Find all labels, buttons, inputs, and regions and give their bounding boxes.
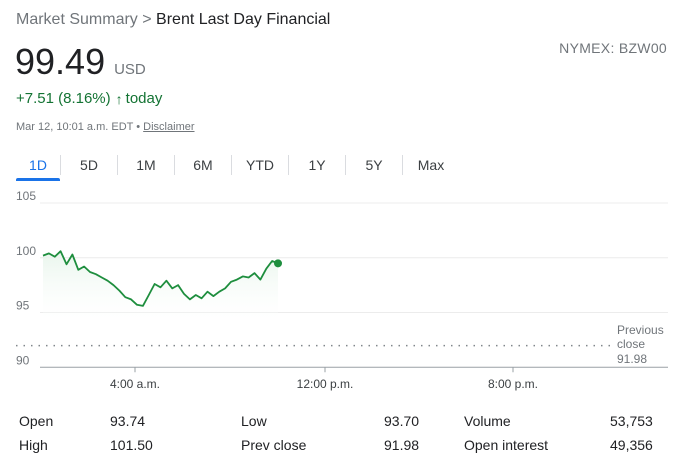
tab-divider: [174, 155, 175, 175]
tab-5y[interactable]: 5Y: [346, 150, 402, 180]
current-price: 99.49: [15, 41, 106, 82]
stat-value-prev-close: 91.98: [384, 437, 420, 453]
tab-max[interactable]: Max: [403, 150, 459, 180]
tab-label: 1Y: [308, 157, 326, 173]
price-row: 99.49 USD: [15, 40, 146, 84]
stat-value-volume: 53,753: [610, 413, 653, 429]
disclaimer-link[interactable]: Disclaimer: [143, 121, 195, 133]
tab-label: 6M: [193, 157, 213, 173]
tab-divider: [231, 155, 232, 175]
stat-label-prev-close: Prev close: [241, 437, 307, 453]
y-tick-label: 100: [16, 244, 36, 258]
stat-value-open: 93.74: [110, 413, 146, 429]
price-line: [42, 250, 279, 307]
price-change: +7.51 (8.16%) ↑ today: [16, 90, 162, 107]
price-chart[interactable]: 105 100 95 90 4:00 a.m. 12:00 p.m. 8:00 p.m. Pr…: [0, 188, 691, 398]
tab-1d[interactable]: 1D: [16, 150, 60, 181]
stat-label-open: Open: [19, 413, 54, 429]
tab-label: 1M: [136, 157, 156, 173]
tab-1m[interactable]: 1M: [118, 150, 174, 180]
y-tick-label: 105: [16, 189, 36, 203]
previous-close-label: close: [617, 337, 645, 351]
current-price-dot: [274, 259, 282, 268]
breadcrumb-current: Brent Last Day Financial: [156, 11, 331, 28]
breadcrumb-separator: >: [142, 11, 152, 28]
change-value: +7.51 (8.16%): [16, 90, 111, 107]
tab-label: Max: [417, 157, 445, 173]
breadcrumb-parent-link[interactable]: Market Summary: [16, 11, 138, 28]
currency-label: USD: [114, 61, 146, 78]
stat-value-low: 93.70: [384, 413, 420, 429]
change-period: today: [125, 90, 163, 107]
tab-divider: [60, 155, 61, 175]
tab-1y[interactable]: 1Y: [289, 150, 345, 180]
tab-divider: [117, 155, 118, 175]
tab-ytd[interactable]: YTD: [232, 150, 288, 180]
range-tabs: 1D 5D 1M 6M YTD 1Y 5Y Max: [16, 150, 459, 181]
price-area-fill: [43, 251, 278, 321]
arrow-up-icon: ↑: [115, 90, 123, 107]
x-tick-label: 4:00 a.m.: [110, 377, 160, 391]
tab-divider: [288, 155, 289, 175]
previous-close-label: Previous: [617, 323, 664, 337]
y-tick-label: 95: [16, 299, 30, 313]
meta-bullet: •: [136, 121, 141, 133]
tab-label: 5Y: [365, 157, 383, 173]
x-tick-label: 12:00 p.m.: [297, 377, 354, 391]
previous-close-value: 91.98: [617, 352, 647, 366]
stat-label-high: High: [19, 437, 48, 453]
tab-divider: [402, 155, 403, 175]
stat-label-volume: Volume: [464, 413, 511, 429]
breadcrumb: Market Summary > Brent Last Day Financia…: [16, 11, 330, 29]
y-tick-label: 90: [16, 353, 30, 367]
tab-label: 5D: [80, 157, 98, 173]
tab-divider: [345, 155, 346, 175]
tab-label: YTD: [246, 157, 274, 173]
tab-5d[interactable]: 5D: [61, 150, 117, 180]
x-tick-label: 8:00 p.m.: [488, 377, 538, 391]
stat-label-low: Low: [241, 413, 267, 429]
stat-value-high: 101.50: [110, 437, 153, 453]
quote-meta: Mar 12, 10:01 a.m. EDT • Disclaimer: [16, 121, 195, 133]
tab-6m[interactable]: 6M: [175, 150, 231, 180]
quote-timestamp: Mar 12, 10:01 a.m. EDT: [16, 121, 134, 133]
stat-value-open-interest: 49,356: [610, 437, 653, 453]
tab-label: 1D: [29, 157, 47, 173]
ticker-symbol: NYMEX: BZW00: [559, 40, 667, 56]
stat-label-open-interest: Open interest: [464, 437, 549, 453]
